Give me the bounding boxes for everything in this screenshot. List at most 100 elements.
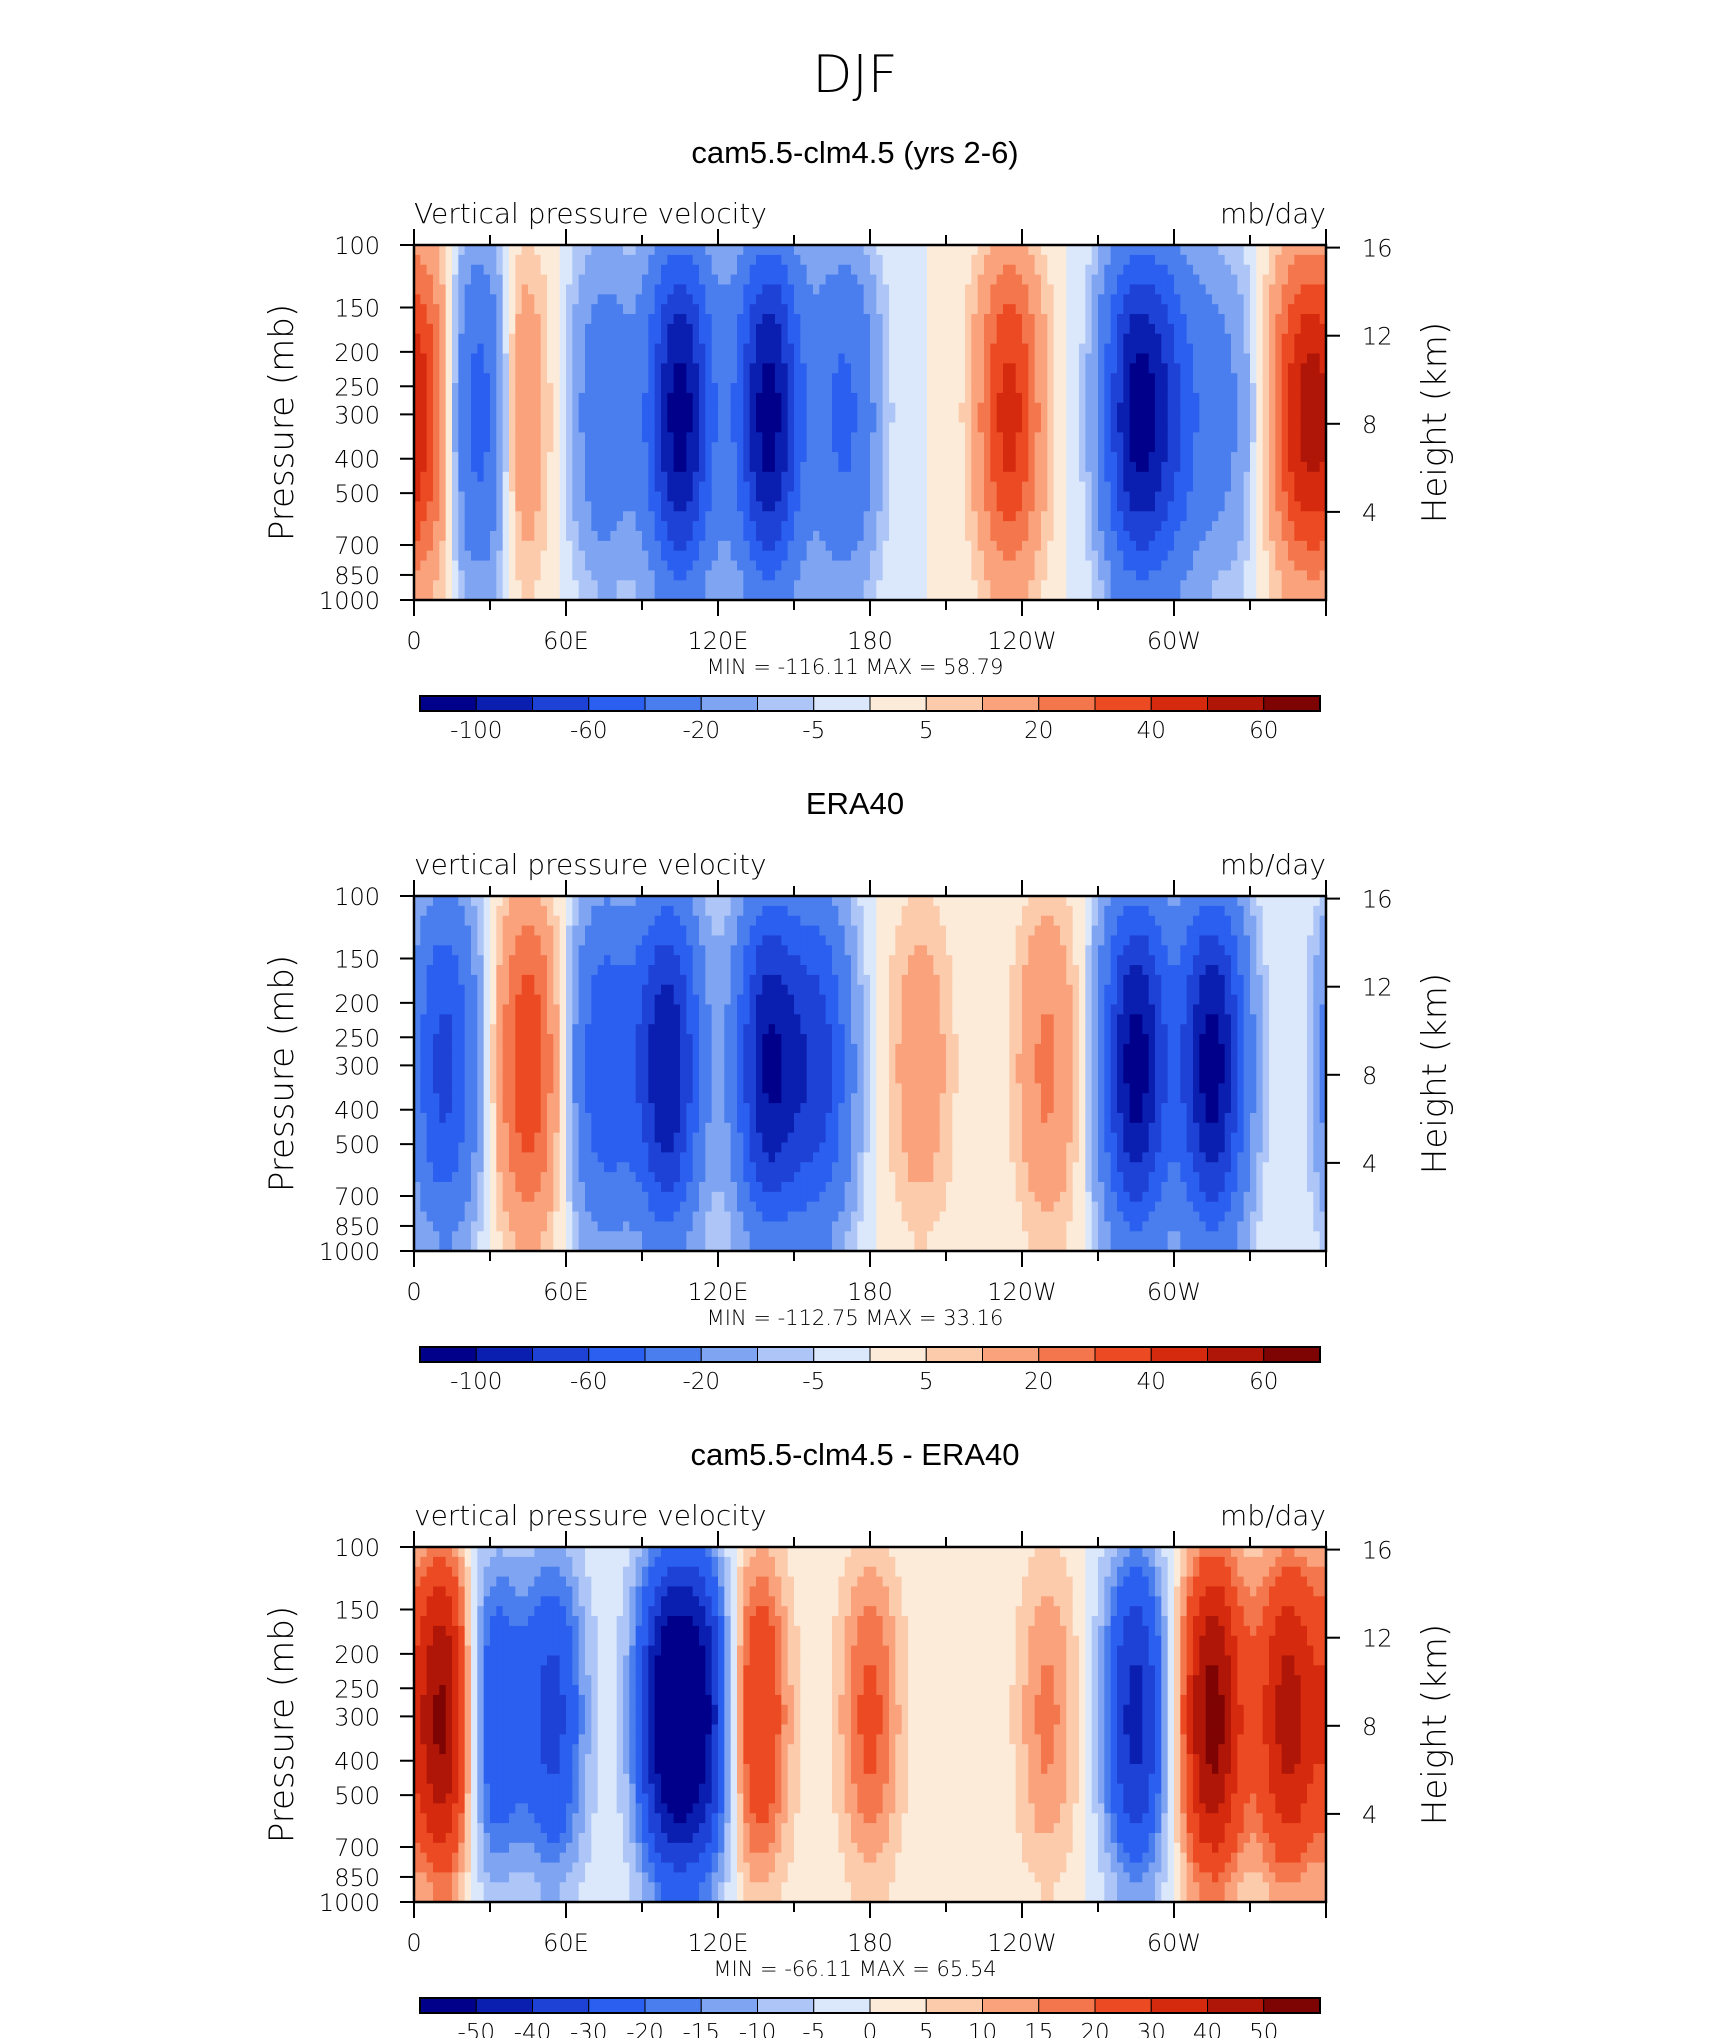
heatmap-cell [1098,363,1105,374]
heatmap-cell [654,304,662,315]
heatmap-cell [1041,471,1048,483]
heatmap-cell [445,264,453,276]
heatmap-cell [477,392,485,404]
heatmap-cell [768,550,776,562]
heatmap-cell [1243,560,1251,572]
heatmap-cell [1022,560,1029,572]
heatmap-cell [591,284,599,295]
heatmap-cell [813,304,820,315]
heatmap-cell [547,383,554,394]
heatmap-cell [1224,491,1232,502]
heatmap-cell [1250,284,1257,295]
heatmap-cell [623,550,630,562]
heatmap-cell [920,442,928,453]
heatmap-cell [882,491,890,502]
heatmap-cell [585,333,592,345]
heatmap-cell [832,491,839,502]
heatmap-cell [534,304,542,315]
heatmap-cell [1237,560,1245,572]
heatmap-cell [420,580,428,591]
heatmap-cell [654,570,662,581]
heatmap-cell [490,590,497,600]
heatmap-cell [635,481,643,493]
heatmap-cell [578,570,586,581]
heatmap-cell [813,422,820,433]
heatmap-cell [426,432,434,443]
heatmap-cell [1155,314,1162,325]
heatmap-cell [585,402,592,414]
heatmap-cell [597,511,605,522]
heatmap-cell [908,383,915,394]
heatmap-cell [458,392,466,404]
heatmap-cell [1250,422,1257,433]
heatmap-cell [762,333,770,345]
heatmap-cell [870,343,877,355]
heatmap-cell [547,304,554,315]
heatmap-cell [1098,560,1105,572]
heatmap-cell [502,264,510,276]
heatmap-cell [711,570,719,581]
heatmap-cell [851,343,858,355]
heatmap-cell [1110,383,1118,394]
heatmap-cell [1123,501,1131,512]
heatmap-cell [585,323,592,335]
heatmap-cell [756,452,763,463]
heatmap-cell [521,284,529,295]
heatmap-cell [927,304,934,315]
heatmap-cell [901,274,909,286]
heatmap-cell [882,353,890,364]
heatmap-cell [610,452,618,463]
heatmap-cell [1237,511,1245,522]
heatmap-cell [1167,461,1175,473]
heatmap-cell [800,491,808,502]
heatmap-cell [730,353,738,364]
heatmap-cell [813,560,820,572]
heatmap-cell [1003,383,1010,394]
heatmap-cell [559,530,567,542]
heatmap-cell [1250,254,1257,266]
heatmap-cell [724,491,732,502]
heatmap-cell [591,294,599,305]
heatmap-cell [1110,471,1118,483]
heatmap-cell [1072,392,1080,404]
heatmap-cell [984,383,991,394]
heatmap-cell [794,304,801,315]
heatmap-cell [984,461,991,473]
heatmap-cell [1250,432,1257,443]
heatmap-cell [838,314,846,325]
heatmap-cell [1142,580,1150,591]
heatmap-cell [762,274,770,286]
heatmap-cell [1060,461,1067,473]
heatmap-cell [838,550,846,562]
heatmap-cell [768,422,776,433]
heatmap-cell [496,590,504,600]
heatmap-cell [1015,383,1023,394]
heatmap-cell [1003,452,1010,463]
heatmap-cell [629,274,637,286]
heatmap-cell [654,521,662,532]
heatmap-cell [1098,452,1105,463]
heatmap-cell [838,432,846,443]
heatmap-cell [1117,264,1124,276]
heatmap-cell [749,383,757,394]
heatmap-cell [952,590,960,600]
heatmap-cell [667,284,675,295]
heatmap-cell [426,471,434,483]
heatmap-cell [1155,570,1162,581]
heatmap-cell [768,245,776,256]
heatmap-cell [490,452,497,463]
heatmap-cell [439,481,447,493]
heatmap-cell [832,580,839,591]
heatmap-cell [990,254,998,266]
heatmap-cell [762,422,770,433]
heatmap-cell [521,580,529,591]
heatmap-cell [705,264,713,276]
heatmap-cell [1237,314,1245,325]
heatmap-cell [996,521,1004,532]
heatmap-cell [1161,373,1169,384]
heatmap-cell [1161,333,1169,345]
heatmap-cell [1015,491,1023,502]
heatmap-cell [1117,314,1124,325]
heatmap-cell [680,294,687,305]
heatmap-cell [692,314,700,325]
